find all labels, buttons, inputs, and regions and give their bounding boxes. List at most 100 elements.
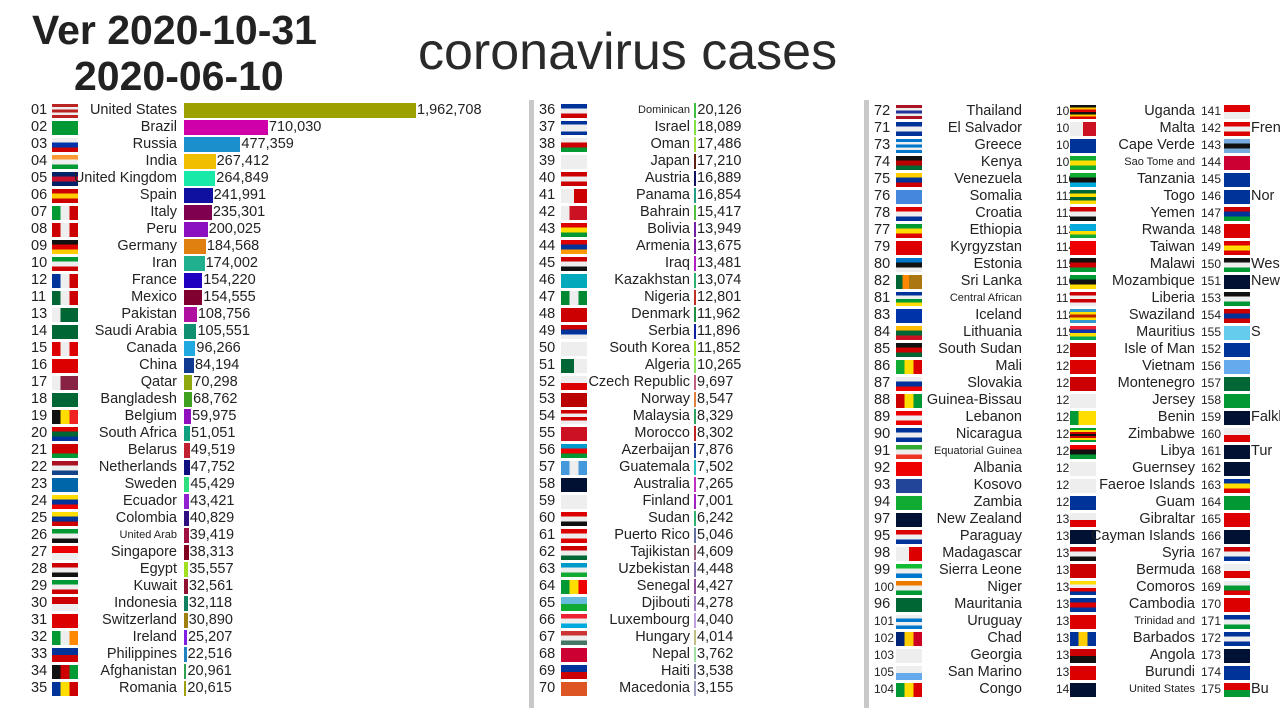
country-flag-icon — [896, 274, 922, 289]
country-name: South Sudan — [938, 340, 1022, 357]
rank-number: 145 — [1201, 171, 1222, 186]
country-name: El Salvador — [947, 119, 1022, 136]
rank-number: 31 — [31, 611, 48, 628]
country-name: Ecuador — [122, 492, 177, 509]
case-count: 11,852 — [697, 339, 741, 356]
rank-number: 60 — [539, 509, 556, 526]
country-name: Mauritius — [1136, 323, 1195, 340]
country-flag-icon — [1070, 478, 1096, 493]
country-flag-icon — [896, 138, 922, 153]
country-name: Cape Verde — [1118, 136, 1195, 153]
country-flag-icon — [896, 376, 922, 391]
country-flag-icon — [1224, 325, 1250, 340]
country-flag-icon — [52, 188, 78, 203]
rank-number: 150 — [1201, 256, 1222, 271]
country-name: Uzbekistan — [618, 560, 690, 577]
country-flag-icon — [561, 664, 587, 679]
country-flag-icon — [561, 222, 587, 237]
country-flag-icon — [896, 478, 922, 493]
case-count: 4,609 — [697, 543, 734, 560]
country-name: Uruguay — [967, 612, 1022, 629]
country-flag-icon — [52, 375, 78, 390]
country-flag-icon — [896, 240, 922, 255]
country-name: Equatorial Guinea — [933, 444, 1022, 457]
rank-number: 12 — [31, 271, 48, 288]
case-bar — [694, 221, 696, 237]
rank-number: 40 — [539, 169, 556, 186]
country-name: Cambodia — [1128, 595, 1195, 612]
case-count: 7,265 — [697, 475, 734, 492]
case-bar — [184, 680, 187, 696]
case-bar — [694, 255, 696, 271]
case-count: 184,568 — [206, 237, 260, 254]
country-name: Malta — [1159, 119, 1195, 136]
rank-number: 75 — [874, 170, 891, 187]
rank-number: 141 — [1201, 103, 1222, 118]
country-flag-icon — [1070, 308, 1096, 323]
country-flag-icon — [896, 359, 922, 374]
case-count: 17,210 — [697, 152, 742, 169]
rank-number: 144 — [1201, 154, 1222, 169]
country-flag-icon — [1224, 580, 1250, 595]
country-name: Faeroe Islands — [1099, 476, 1195, 493]
country-flag-icon — [561, 426, 587, 441]
column-divider — [529, 100, 534, 708]
country-flag-icon — [896, 461, 922, 476]
case-count: 105,551 — [197, 322, 250, 339]
country-flag-icon — [1070, 682, 1096, 697]
country-flag-icon — [896, 325, 922, 340]
case-count: 68,762 — [193, 390, 238, 407]
case-count: 32,561 — [188, 577, 234, 594]
country-name: Bangladesh — [100, 390, 177, 407]
country-name: Canada — [126, 339, 177, 356]
case-bar — [694, 357, 696, 373]
country-flag-icon — [896, 427, 922, 442]
case-bar — [184, 629, 187, 645]
country-flag-icon — [52, 477, 78, 492]
case-bar — [694, 680, 696, 696]
case-bar — [694, 374, 696, 390]
country-flag-icon — [1070, 342, 1096, 357]
rank-number: 66 — [539, 611, 556, 628]
country-flag-icon — [561, 375, 587, 390]
country-name: Ireland — [132, 628, 177, 645]
country-flag-icon — [1070, 393, 1096, 408]
rank-number: 171 — [1201, 613, 1222, 628]
country-name: Peru — [146, 220, 177, 237]
country-name: Greece — [974, 136, 1022, 153]
country-name: United States — [89, 101, 177, 118]
country-flag-icon — [1224, 240, 1250, 255]
case-bar — [694, 289, 696, 305]
country-flag-icon — [1070, 444, 1096, 459]
case-count: 13,675 — [697, 237, 742, 254]
country-name: Azerbaijan — [621, 441, 690, 458]
country-flag-icon — [1224, 427, 1250, 442]
country-name: Comoros — [1136, 578, 1195, 595]
rank-number: 08 — [31, 220, 48, 237]
rank-number: 61 — [539, 526, 556, 543]
rank-number: 52 — [539, 373, 556, 390]
country-flag-icon — [896, 121, 922, 136]
rank-number: 170 — [1201, 596, 1222, 611]
case-count: 7,502 — [697, 458, 734, 475]
country-flag-icon — [1224, 614, 1250, 629]
country-flag-icon — [1070, 172, 1096, 187]
country-name: Nor — [1251, 187, 1275, 204]
case-count: 267,412 — [216, 152, 270, 169]
country-flag-icon — [1224, 138, 1250, 153]
country-flag-icon — [561, 545, 587, 560]
country-flag-icon — [1070, 410, 1096, 425]
case-count: 20,615 — [187, 679, 232, 696]
country-flag-icon — [1224, 223, 1250, 238]
country-name: Switzerland — [102, 611, 177, 628]
rank-number: 32 — [31, 628, 48, 645]
case-bar — [694, 391, 696, 407]
rank-number: 02 — [31, 118, 48, 135]
country-flag-icon — [1224, 495, 1250, 510]
country-name: Bu — [1251, 680, 1269, 697]
case-bar — [184, 425, 191, 441]
country-name: New — [1251, 272, 1280, 289]
country-flag-icon — [561, 460, 587, 475]
country-name: Tur — [1251, 442, 1273, 459]
rank-number: 175 — [1201, 681, 1222, 696]
